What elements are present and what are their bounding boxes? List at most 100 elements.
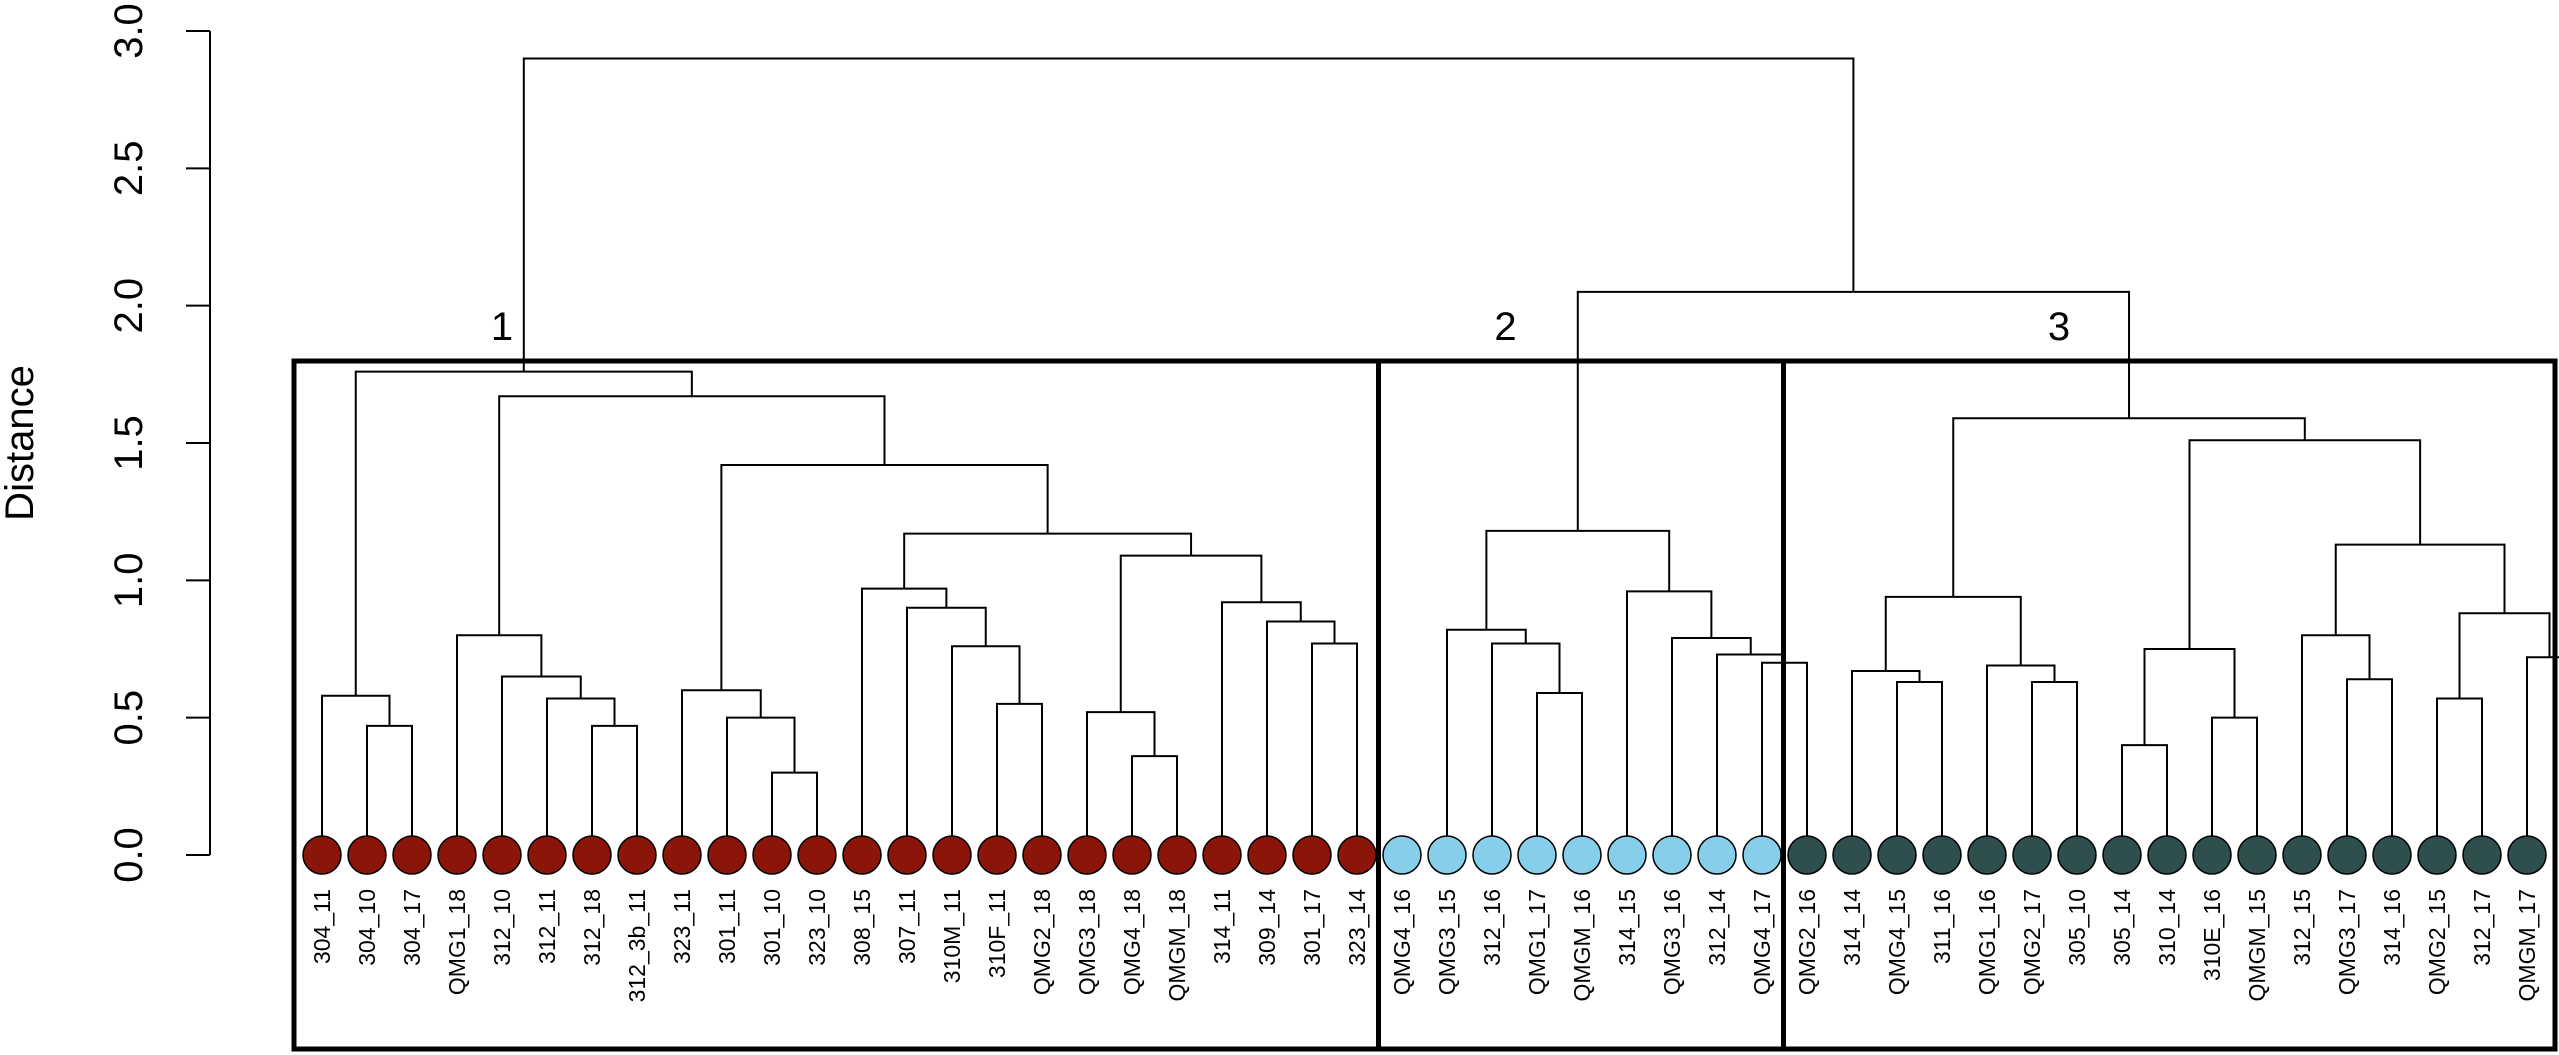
leaf-point — [707, 835, 747, 875]
leaf-label: 312_3b_11 — [624, 889, 650, 1002]
leaf-point — [1022, 835, 1062, 875]
dendrogram-link-m17 — [1266, 620, 1336, 855]
leaf-point — [977, 835, 1017, 875]
leaf-point — [662, 835, 702, 875]
dendrogram-link-m4 — [546, 697, 616, 855]
y-tick-label: 3.0 — [107, 3, 151, 59]
dendrogram-link-m39 — [2143, 648, 2236, 746]
cluster-labels: 1 2 3 — [491, 305, 2070, 349]
dendrogram-link-m22 — [498, 395, 886, 636]
dendrogram-link-m5 — [501, 675, 582, 855]
dendrogram-link-m11 — [951, 645, 1021, 855]
dendrogram-link-m25 — [1491, 642, 1561, 855]
leaf-label: 310F_11 — [984, 889, 1010, 978]
dendrogram-link-m47 — [1952, 417, 2306, 597]
dendrogram-link-m9 — [681, 689, 762, 855]
leaf-label: QMG2_17 — [2019, 889, 2045, 995]
dendrogram-link-m29 — [1671, 637, 1752, 855]
leaf-point — [1202, 835, 1242, 875]
dendrogram-link-m13 — [861, 587, 948, 855]
dendrogram-link-m28 — [1716, 653, 1786, 855]
leaf-point — [1517, 835, 1557, 875]
leaf-label: QMG4_16 — [1389, 889, 1415, 995]
cluster-label-2: 2 — [1494, 305, 1516, 349]
leaf-point — [1832, 835, 1872, 875]
dendrogram-link-m38 — [2211, 716, 2258, 855]
leaf-point — [932, 835, 972, 875]
dendrogram-link-m8 — [726, 716, 796, 855]
leaf-label: QMG3_15 — [1434, 889, 1460, 995]
dendrogram-link-m48 — [1576, 290, 2131, 531]
y-axis-label: Distance — [0, 365, 42, 521]
dendrogram-link-m40 — [2346, 678, 2393, 855]
leaf-point — [887, 835, 927, 875]
dendrogram-link-m44 — [2458, 612, 2551, 699]
leaf-point — [1292, 835, 1332, 875]
dendrogram-link-m6 — [456, 634, 543, 855]
leaf-point — [2147, 835, 2187, 875]
dendrogram-link-m45 — [2334, 543, 2506, 636]
leaf-label: QMGM_16 — [1569, 889, 1595, 1001]
cluster-label-3: 3 — [2048, 305, 2070, 349]
leaf-label: 308_15 — [849, 889, 875, 966]
dendrogram-link-m12 — [906, 606, 987, 855]
leaf-label: QMG3_17 — [2334, 889, 2360, 995]
leaf-label: QMG1_16 — [1974, 889, 2000, 995]
y-tick-label: 1.0 — [107, 553, 151, 609]
leaf-label: 323_14 — [1344, 889, 1370, 966]
leaf-label: 314_14 — [1839, 889, 1865, 966]
leaf-label: 312_16 — [1479, 889, 1505, 966]
leaf-label: QMG2_16 — [1794, 889, 1820, 995]
dendrogram-link-m31 — [1485, 529, 1671, 630]
dendrogram-link-m30 — [1626, 590, 1713, 855]
dendrogram-link-m19 — [1119, 554, 1263, 713]
leaf-labels: 304_11 304_10 304_17 QMG1_18 312_10 312_11 312… — [309, 889, 2540, 1003]
leaf-point — [842, 835, 882, 875]
leaf-point — [437, 835, 477, 875]
dendrogram-link-m15 — [1086, 711, 1156, 855]
dendrogram-link-m21 — [720, 463, 1049, 691]
leaf-label: 301_17 — [1299, 889, 1325, 966]
leaf-point — [2012, 835, 2052, 875]
dendrogram-link-m16 — [1311, 642, 1358, 855]
y-tick-label: 2.0 — [107, 278, 151, 334]
leaf-points — [302, 835, 2547, 875]
leaf-point — [2282, 835, 2322, 875]
y-tick-label: 1.5 — [107, 415, 151, 471]
leaf-label: 301_10 — [759, 889, 785, 966]
leaf-label: 311_16 — [1929, 889, 1955, 964]
leaf-label: 301_11 — [714, 889, 740, 964]
leaf-label: 310_14 — [2154, 889, 2180, 966]
leaf-label: 312_15 — [2289, 889, 2315, 966]
leaf-point — [2102, 835, 2142, 875]
leaf-point — [1697, 835, 1737, 875]
leaf-point — [1787, 835, 1827, 875]
leaf-point — [527, 835, 567, 875]
leaf-label: QMGM_18 — [1164, 889, 1190, 1001]
leaf-label: QMG1_18 — [444, 889, 470, 995]
leaf-label: QMG4_18 — [1119, 889, 1145, 995]
leaf-point — [1967, 835, 2007, 875]
leaf-label: QMG3_18 — [1074, 889, 1100, 995]
dendrogram-link-m26 — [1446, 628, 1527, 855]
leaf-point — [1112, 835, 1152, 875]
y-axis: 0.0 0.5 1.0 1.5 2.0 2.5 3.0 Distance — [0, 3, 211, 883]
dendrogram-link-m35 — [1986, 664, 2056, 855]
leaf-label: 304_10 — [354, 889, 380, 966]
leaf-point — [2462, 835, 2502, 875]
leaf-point — [2237, 835, 2277, 875]
leaf-point — [797, 835, 837, 875]
dendrogram-link-m42 — [2436, 697, 2483, 855]
dendrogram-link-m32 — [1896, 680, 1943, 855]
leaf-label: QMGM_17 — [2514, 889, 2540, 1001]
leaf-label: 314_16 — [2379, 889, 2405, 966]
leaf-label: QMGM_15 — [2244, 889, 2270, 1001]
leaf-point — [2507, 835, 2547, 875]
leaf-label: 314_15 — [1614, 889, 1640, 966]
leaf-label: 314_11 — [1209, 889, 1235, 964]
leaf-label: QMG3_16 — [1659, 889, 1685, 995]
leaf-label: 312_14 — [1704, 889, 1730, 966]
leaf-label: 323_10 — [804, 889, 830, 966]
leaf-label: 310E_16 — [2199, 889, 2225, 981]
